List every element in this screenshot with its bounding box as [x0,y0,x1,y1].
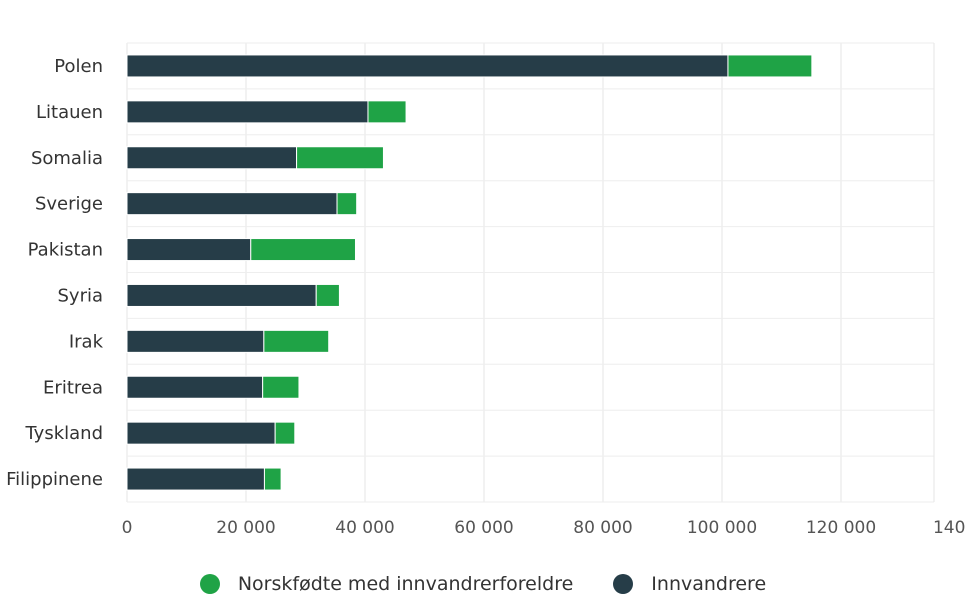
bar-segment[interactable] [262,375,300,399]
bar-segment[interactable] [250,238,356,262]
category-label: Irak [69,331,104,352]
bar-segment[interactable] [296,146,384,170]
bar-segment[interactable] [126,329,265,353]
legend-item-norskfodte[interactable]: Norskfødte med innvandrerforeldre [199,573,574,595]
legend-dot-icon [199,574,220,594]
x-tick-label: 0 [122,518,133,538]
stacked-bar-chart: Polen Litauen Somalia Sverige Pakistan Syria I… [6,42,966,538]
bar-segment[interactable] [727,54,813,78]
bar-segment[interactable] [126,238,252,262]
x-tick-label: 60 000 [454,518,513,538]
bar-segment[interactable] [126,192,338,216]
bar-segment[interactable] [126,54,729,78]
bar-segment[interactable] [126,283,317,307]
category-label: Eritrea [43,377,103,398]
legend-label: Norskfødte med innvandrerforeldre [237,573,574,595]
legend-dot-icon [613,574,634,594]
category-label: Syria [57,285,103,306]
category-label: Filippinene [6,469,103,490]
bar-segment[interactable] [126,421,276,445]
x-tick-label: 120 000 [806,518,876,538]
x-tick-label: 100 000 [687,518,757,538]
bar-segment[interactable] [315,283,340,307]
bar-segment[interactable] [336,192,358,216]
bars [126,54,813,491]
gridlines [126,42,935,503]
x-axis-tick-labels: 0 20 000 40 000 60 000 80 000 100 000 120 000 1… [122,518,966,538]
x-tick-label: 40 000 [335,518,394,538]
category-label: Sverige [35,194,103,215]
category-label: Litauen [36,102,103,123]
category-label: Tyskland [24,423,103,444]
bar-segment[interactable] [367,100,407,124]
category-labels: Polen Litauen Somalia Sverige Pakistan Syria I… [6,56,103,490]
x-tick-label: 140 ... [933,518,966,538]
bar-segment[interactable] [126,100,369,124]
bar-segment[interactable] [263,329,330,353]
legend-item-innvandrere[interactable]: Innvandrere [613,573,766,595]
category-label: Somalia [31,148,103,169]
bar-segment[interactable] [126,146,298,170]
category-label: Pakistan [28,240,103,261]
bar-segment[interactable] [274,421,296,445]
bar-segment[interactable] [126,467,265,491]
bar-segment[interactable] [263,467,282,491]
bar-segment[interactable] [126,375,264,399]
x-tick-label: 20 000 [216,518,275,538]
legend-label: Innvandrere [651,573,767,595]
x-tick-label: 80 000 [573,518,632,538]
category-label: Polen [54,56,103,77]
legend: Norskfødte med innvandrerforeldre Innvan… [0,566,966,602]
